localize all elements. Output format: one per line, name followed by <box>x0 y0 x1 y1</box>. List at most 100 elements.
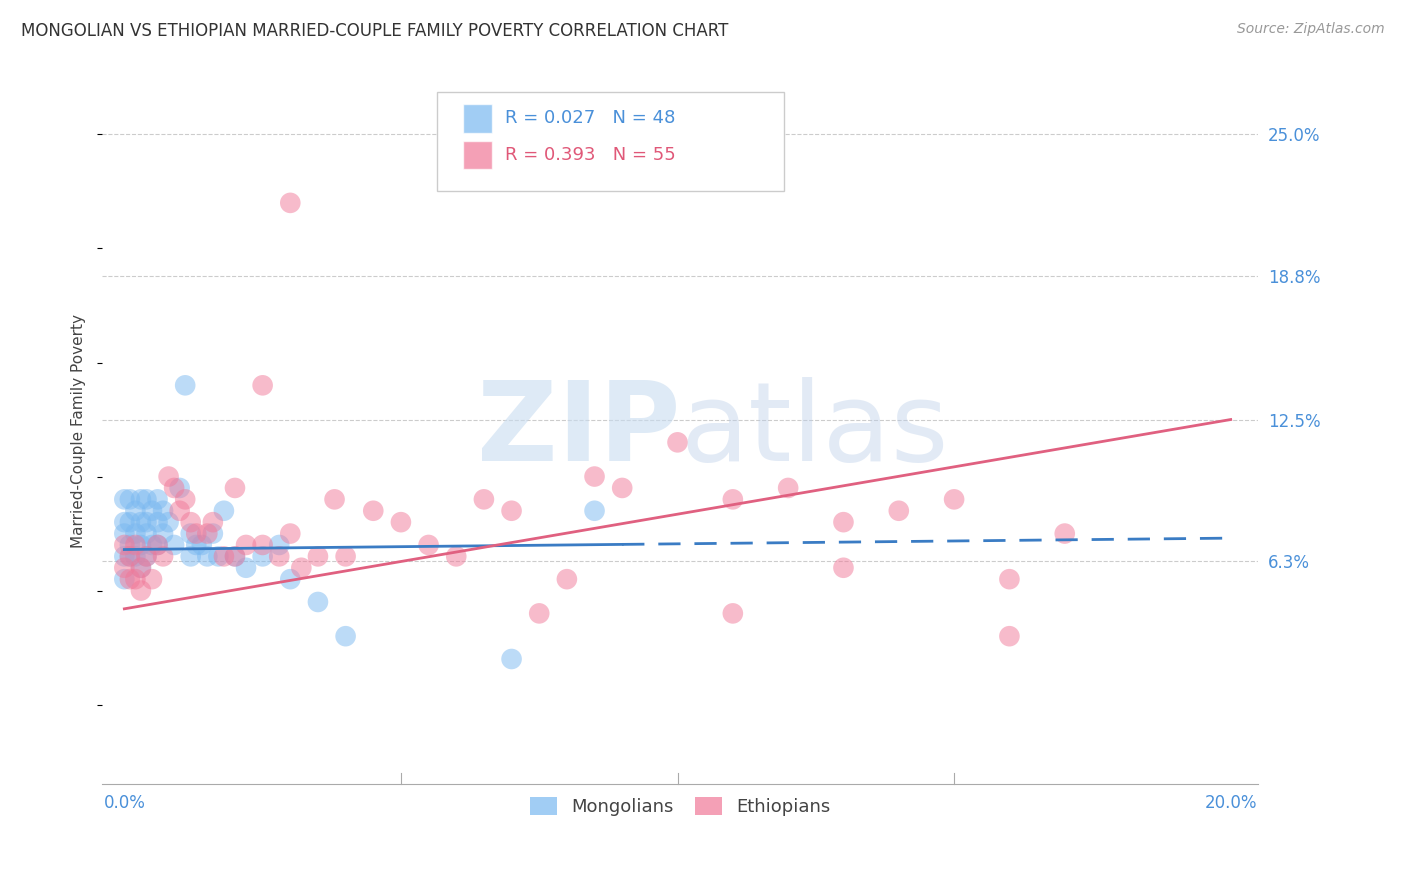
Point <box>174 378 197 392</box>
Point <box>118 538 141 552</box>
Point <box>118 492 141 507</box>
Point <box>186 538 208 552</box>
Legend: Mongolians, Ethiopians: Mongolians, Ethiopians <box>520 788 839 825</box>
Point <box>157 515 180 529</box>
Point <box>124 526 146 541</box>
Point <box>152 549 174 564</box>
Point <box>152 526 174 541</box>
Point <box>146 538 169 552</box>
Point <box>252 378 274 392</box>
Point <box>169 481 191 495</box>
FancyBboxPatch shape <box>437 92 785 191</box>
Point <box>180 515 202 529</box>
Point <box>129 561 152 575</box>
Point <box>290 561 312 575</box>
Point <box>666 435 689 450</box>
Point <box>529 607 551 621</box>
Point <box>235 538 257 552</box>
Point <box>174 492 197 507</box>
Point <box>269 538 291 552</box>
Point <box>207 549 229 564</box>
Point <box>135 492 157 507</box>
Point <box>141 504 163 518</box>
Point <box>118 515 141 529</box>
Point <box>335 629 357 643</box>
Point <box>129 538 152 552</box>
Point <box>361 504 384 518</box>
Text: R = 0.027   N = 48: R = 0.027 N = 48 <box>505 110 675 128</box>
Text: ZIP: ZIP <box>477 377 681 484</box>
Point <box>444 173 467 187</box>
Point <box>135 515 157 529</box>
Point <box>112 549 135 564</box>
Text: MONGOLIAN VS ETHIOPIAN MARRIED-COUPLE FAMILY POVERTY CORRELATION CHART: MONGOLIAN VS ETHIOPIAN MARRIED-COUPLE FA… <box>21 22 728 40</box>
Point <box>180 526 202 541</box>
Text: R = 0.393   N = 55: R = 0.393 N = 55 <box>505 146 675 164</box>
Point <box>129 492 152 507</box>
Point <box>146 538 169 552</box>
Point <box>195 549 218 564</box>
Point <box>269 549 291 564</box>
Point <box>129 583 152 598</box>
Point <box>778 481 800 495</box>
Point <box>212 549 235 564</box>
Point <box>112 515 135 529</box>
Point <box>583 469 606 483</box>
Text: atlas: atlas <box>681 377 949 484</box>
Point <box>721 607 744 621</box>
Point <box>201 515 224 529</box>
Point <box>307 595 329 609</box>
Point <box>124 504 146 518</box>
Point <box>157 469 180 483</box>
Point <box>195 526 218 541</box>
Point <box>224 549 246 564</box>
Point <box>118 549 141 564</box>
Point <box>118 549 141 564</box>
Point <box>112 526 135 541</box>
Point <box>224 481 246 495</box>
Point <box>129 515 152 529</box>
Point <box>146 492 169 507</box>
Text: Source: ZipAtlas.com: Source: ZipAtlas.com <box>1237 22 1385 37</box>
Point <box>135 526 157 541</box>
Point <box>252 538 274 552</box>
Point <box>832 515 855 529</box>
Point <box>998 629 1021 643</box>
Point <box>998 572 1021 586</box>
Point <box>186 526 208 541</box>
Point <box>135 549 157 564</box>
FancyBboxPatch shape <box>463 141 492 169</box>
Point <box>943 492 966 507</box>
Point <box>112 538 135 552</box>
Point <box>444 549 467 564</box>
Point <box>124 549 146 564</box>
Point <box>124 538 146 552</box>
Point <box>278 195 301 210</box>
Point <box>124 572 146 586</box>
Point <box>235 561 257 575</box>
Point <box>129 561 152 575</box>
Point <box>887 504 910 518</box>
Point <box>501 504 523 518</box>
Point <box>112 561 135 575</box>
Point <box>169 504 191 518</box>
Point <box>191 538 214 552</box>
Point <box>141 572 163 586</box>
Point <box>141 538 163 552</box>
Point <box>1053 526 1076 541</box>
FancyBboxPatch shape <box>463 104 492 133</box>
Point <box>335 549 357 564</box>
Point <box>152 504 174 518</box>
Point <box>163 481 186 495</box>
Point <box>212 504 235 518</box>
Point <box>118 572 141 586</box>
Point <box>307 549 329 564</box>
Y-axis label: Married-Couple Family Poverty: Married-Couple Family Poverty <box>72 314 86 548</box>
Point <box>389 515 412 529</box>
Point <box>146 515 169 529</box>
Point <box>112 572 135 586</box>
Point <box>418 538 440 552</box>
Point <box>612 481 634 495</box>
Point <box>224 549 246 564</box>
Point <box>201 526 224 541</box>
